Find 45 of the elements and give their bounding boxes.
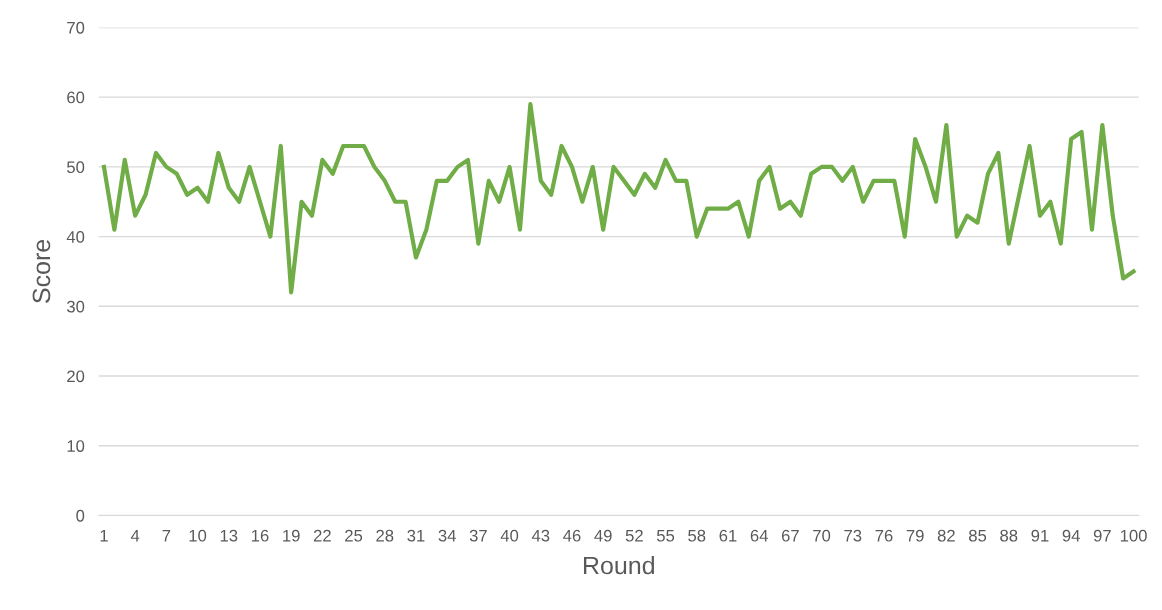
x-tick-label: 52 <box>625 529 643 542</box>
y-tick-label: 30 <box>66 300 85 313</box>
x-tick-label: 94 <box>1062 529 1080 542</box>
x-tick-label: 88 <box>1000 529 1018 542</box>
y-tick-label: 0 <box>76 509 85 522</box>
x-tick-label: 37 <box>469 529 487 542</box>
x-tick-label: 46 <box>563 529 581 542</box>
x-tick-label: 91 <box>1031 529 1049 542</box>
x-tick-label: 97 <box>1093 529 1111 542</box>
x-tick-label: 58 <box>688 529 706 542</box>
x-tick-label: 1 <box>100 529 108 542</box>
x-tick-label: 7 <box>162 529 171 542</box>
x-tick-label: 40 <box>500 529 519 542</box>
x-axis-title: Round <box>583 555 654 575</box>
x-tick-label: 31 <box>407 529 425 542</box>
x-tick-label: 49 <box>594 529 612 542</box>
x-tick-label: 61 <box>719 529 737 542</box>
x-tick-label: 28 <box>376 529 394 542</box>
y-tick-label: 40 <box>66 230 85 243</box>
x-tick-label: 67 <box>781 529 799 542</box>
x-tick-label: 85 <box>969 529 987 542</box>
x-tick-label: 25 <box>345 529 363 542</box>
x-tick-label: 73 <box>844 529 862 542</box>
x-tick-label: 76 <box>875 529 893 542</box>
x-tick-label: 43 <box>531 529 550 542</box>
x-tick-label: 22 <box>313 529 331 542</box>
x-tick-label: 55 <box>656 529 675 542</box>
line-series <box>101 102 1136 295</box>
y-tick-label: 20 <box>67 370 85 383</box>
y-tick-label: 70 <box>67 21 85 34</box>
x-tick-label: 4 <box>130 529 140 542</box>
y-tick-label: 10 <box>67 440 85 452</box>
x-tick-label: 70 <box>813 529 831 542</box>
x-tick-label: 100 <box>1120 529 1147 542</box>
y-tick-label: 60 <box>67 91 85 104</box>
y-axis-title: Score <box>32 239 51 303</box>
x-tick-label: 82 <box>937 529 955 542</box>
x-tick-label: 13 <box>220 529 238 542</box>
x-tick-label: 16 <box>251 529 269 542</box>
x-tick-label: 19 <box>283 529 300 542</box>
x-tick-label: 79 <box>906 529 924 542</box>
x-tick-label: 34 <box>438 529 456 542</box>
x-tick-label: 10 <box>189 529 207 542</box>
y-tick-label: 50 <box>67 161 85 174</box>
x-tick-label: 64 <box>750 529 768 542</box>
